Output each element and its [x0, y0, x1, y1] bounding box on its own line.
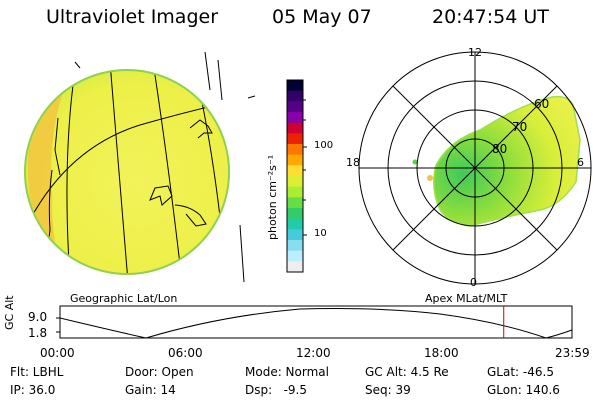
geographic-label: Geographic Lat/Lon: [70, 292, 178, 305]
time-tick-2359: 23:59: [555, 346, 590, 360]
colorbar-band: [287, 112, 303, 124]
colorbar-ticks: [303, 99, 307, 236]
polar-plot: [358, 51, 592, 285]
colorbar-band: [287, 144, 303, 156]
colorbar-band: [287, 218, 303, 230]
time-tick-1800: 18:00: [424, 346, 459, 360]
filter-info: Flt: LBHL: [10, 365, 64, 379]
mlt-label-0: 0: [470, 276, 477, 289]
earth-disk-image: [24, 51, 256, 283]
mlt-label-12: 12: [468, 46, 482, 59]
alt-tick-9: 9.0: [28, 310, 48, 324]
mlt-label-6: 6: [577, 156, 584, 169]
mlat-label-80: 80: [492, 142, 508, 156]
colorbar-band: [287, 250, 303, 262]
gc-alt-axis-label: GC Alt: [3, 295, 16, 330]
mlat-label-70: 70: [512, 120, 528, 134]
colorbar-band: [287, 208, 303, 220]
apex-label: Apex MLat/MLT: [425, 292, 508, 305]
colorbar-band: [287, 122, 303, 134]
colorbar-band: [287, 240, 303, 252]
colorbar-unit-label: photon cm⁻²s⁻¹: [266, 154, 279, 240]
time-tick-0600: 06:00: [168, 346, 203, 360]
colorbar-band: [287, 133, 303, 145]
time-tick-0000: 00:00: [40, 346, 75, 360]
colorbar-band: [287, 165, 303, 177]
alt-tick-1-8: 1.8: [28, 326, 48, 340]
auroral-oval-image: [433, 95, 581, 227]
colorbar-band: [287, 90, 303, 102]
colorbar-band: [287, 154, 303, 166]
instrument-title: Ultraviolet Imager: [46, 6, 219, 28]
colorbar-band: [287, 80, 303, 92]
glat-info: GLat: -46.5: [487, 365, 554, 379]
colorbar-band: [287, 229, 303, 241]
colorbar: [286, 79, 304, 273]
altitude-plot: [56, 305, 573, 339]
gain-info: Gain: 14: [125, 383, 176, 397]
colorbar-band: [287, 197, 303, 209]
dsp-info: Dsp: -9.5: [245, 383, 308, 397]
time-label: 20:47:54 UT: [432, 6, 549, 28]
ip-info: IP: 36.0: [10, 383, 56, 397]
door-info: Door: Open: [125, 365, 194, 379]
colorbar-tick-100: 100: [314, 140, 334, 151]
date-label: 05 May 07: [272, 6, 372, 28]
gc-alt-info: GC Alt: 4.5 Re: [365, 365, 449, 379]
colorbar-band: [287, 176, 303, 188]
time-tick-1200: 12:00: [296, 346, 331, 360]
altitude-curve: [59, 308, 573, 339]
mlt-label-18: 18: [346, 156, 360, 169]
colorbar-frame: [286, 79, 304, 273]
colorbar-tick-10: 10: [314, 228, 327, 239]
seq-info: Seq: 39: [365, 383, 411, 397]
mode-info: Mode: Normal: [245, 365, 329, 379]
colorbar-band: [287, 101, 303, 113]
colorbar-band: [287, 261, 303, 273]
mlat-label-60: 60: [534, 97, 550, 111]
glon-info: GLon: 140.6: [487, 383, 560, 397]
colorbar-band: [287, 186, 303, 198]
